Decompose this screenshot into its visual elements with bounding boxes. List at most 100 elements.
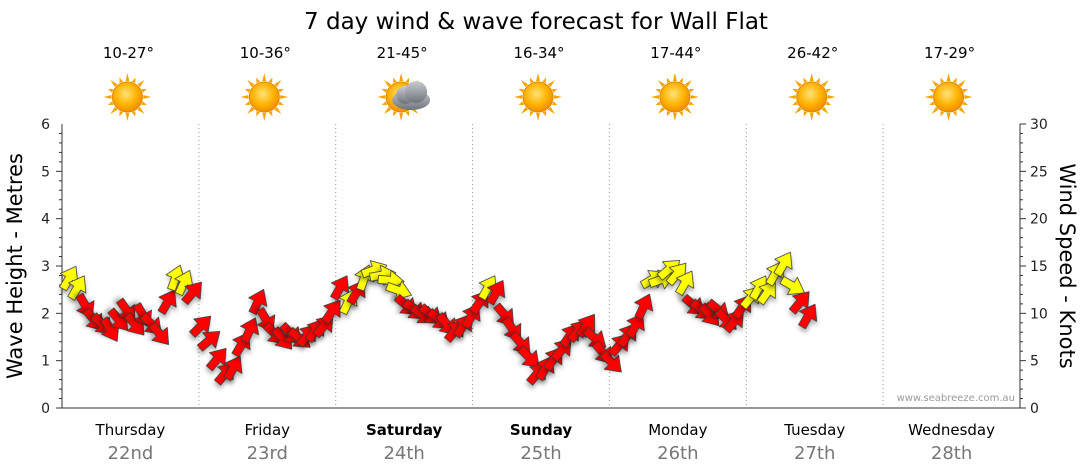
weather-icons [103, 73, 973, 121]
sun-ray [931, 80, 939, 88]
temp-range: 21-45° [377, 44, 428, 62]
sun-icon [924, 73, 973, 121]
left-tick-label: 5 [41, 164, 50, 180]
sun-ray [688, 101, 695, 106]
sun-ray [278, 101, 284, 106]
sun-ray [262, 73, 267, 82]
right-axis-title: Wind Speed - Knots [1055, 163, 1079, 368]
wind-arrow [634, 293, 654, 320]
sun-ray [688, 88, 695, 93]
wind-arrow [575, 313, 596, 339]
sun-ray [137, 80, 145, 88]
sun-ray [119, 110, 124, 117]
wind-arrows [59, 251, 818, 386]
left-tick-label: 2 [41, 306, 50, 322]
sun-ray [672, 73, 677, 82]
sun-ray [684, 80, 692, 88]
day-date: 24th [383, 443, 424, 464]
wind-arrow [59, 265, 79, 292]
wind-arrow [517, 345, 540, 368]
left-ticks: 0 1 2 3 4 5 6 [41, 117, 62, 417]
sun-disc [522, 81, 554, 113]
sun-ray [958, 80, 966, 88]
sun-ray [655, 101, 661, 106]
sun-ray [952, 110, 957, 117]
sun-ray [946, 112, 951, 121]
wind-arrow [486, 280, 506, 306]
sun-ray [657, 106, 665, 114]
left-tick-label: 1 [41, 354, 50, 370]
partly-cloudy-icon [377, 73, 431, 121]
sun-disc [933, 81, 965, 113]
sun-ray [137, 106, 145, 114]
wind-arrow [330, 275, 350, 301]
sun-ray [650, 95, 659, 99]
sun-ray [521, 80, 529, 88]
wind-arrow [756, 280, 776, 306]
wind-arrow [625, 313, 645, 339]
credit-text: www.seabreeze.com.au [897, 393, 1015, 404]
day-date: 26th [657, 443, 698, 464]
temp-range: 17-44° [650, 44, 701, 62]
sun-ray [405, 77, 410, 84]
sun-ray [521, 106, 529, 114]
day-name: Saturday [366, 421, 443, 439]
right-tick-label: 15 [1030, 259, 1048, 275]
sun-ray [141, 101, 147, 106]
wind-arrow [189, 315, 212, 338]
sun-ray [108, 88, 114, 93]
right-tick-label: 0 [1030, 401, 1039, 417]
day-name: Sunday [510, 421, 573, 439]
sun-disc [248, 81, 280, 113]
sun-ray [131, 110, 136, 117]
sun-ray [816, 77, 820, 84]
sun-ray [399, 112, 404, 121]
sun-ray [268, 110, 273, 117]
sun-ray [514, 95, 523, 99]
sun-ray [929, 88, 935, 93]
sun-disc [111, 81, 143, 113]
wind-arrow [773, 251, 793, 278]
sun-ray [108, 101, 114, 106]
wind-arrow [599, 350, 622, 373]
sun-ray [247, 106, 255, 114]
sun-ray [542, 77, 547, 84]
sun-ray [547, 80, 555, 88]
sun-icon [514, 73, 562, 121]
wind-arrow [181, 281, 202, 306]
wind-arrow [148, 321, 169, 345]
sun-ray [551, 88, 558, 93]
sun-ray [803, 77, 808, 84]
sun-ray [825, 88, 832, 93]
sun-disc [659, 81, 691, 113]
temp-range: 26-42° [787, 44, 838, 62]
right-tick-label: 20 [1030, 212, 1048, 228]
sun-ray [958, 106, 966, 114]
wind-arrow [67, 275, 87, 301]
sun-ray [803, 110, 808, 117]
sun-ray [655, 88, 661, 93]
wind-arrow [675, 270, 694, 296]
day-name: Friday [245, 421, 291, 439]
day-date: 23rd [247, 443, 288, 464]
sun-ray [518, 101, 525, 106]
sun-ray [262, 112, 267, 121]
sun-ray [551, 101, 558, 106]
day-name: Monday [648, 421, 707, 439]
sun-ray [536, 73, 540, 82]
sun-ray [809, 112, 814, 121]
sun-ray [280, 95, 289, 99]
sun-disc [796, 81, 828, 113]
sun-ray [244, 88, 251, 93]
wind-arrow [174, 269, 194, 297]
sun-ray [125, 112, 130, 121]
temp-range: 17-29° [924, 44, 975, 62]
wind-arrow [321, 299, 341, 325]
cloud-icon [392, 81, 431, 110]
sun-ray [377, 95, 386, 99]
day-date: 27th [794, 443, 835, 464]
sun-ray [125, 73, 130, 82]
day-name: Thursday [95, 421, 166, 439]
sun-ray [518, 88, 525, 93]
sun-ray [657, 80, 665, 88]
